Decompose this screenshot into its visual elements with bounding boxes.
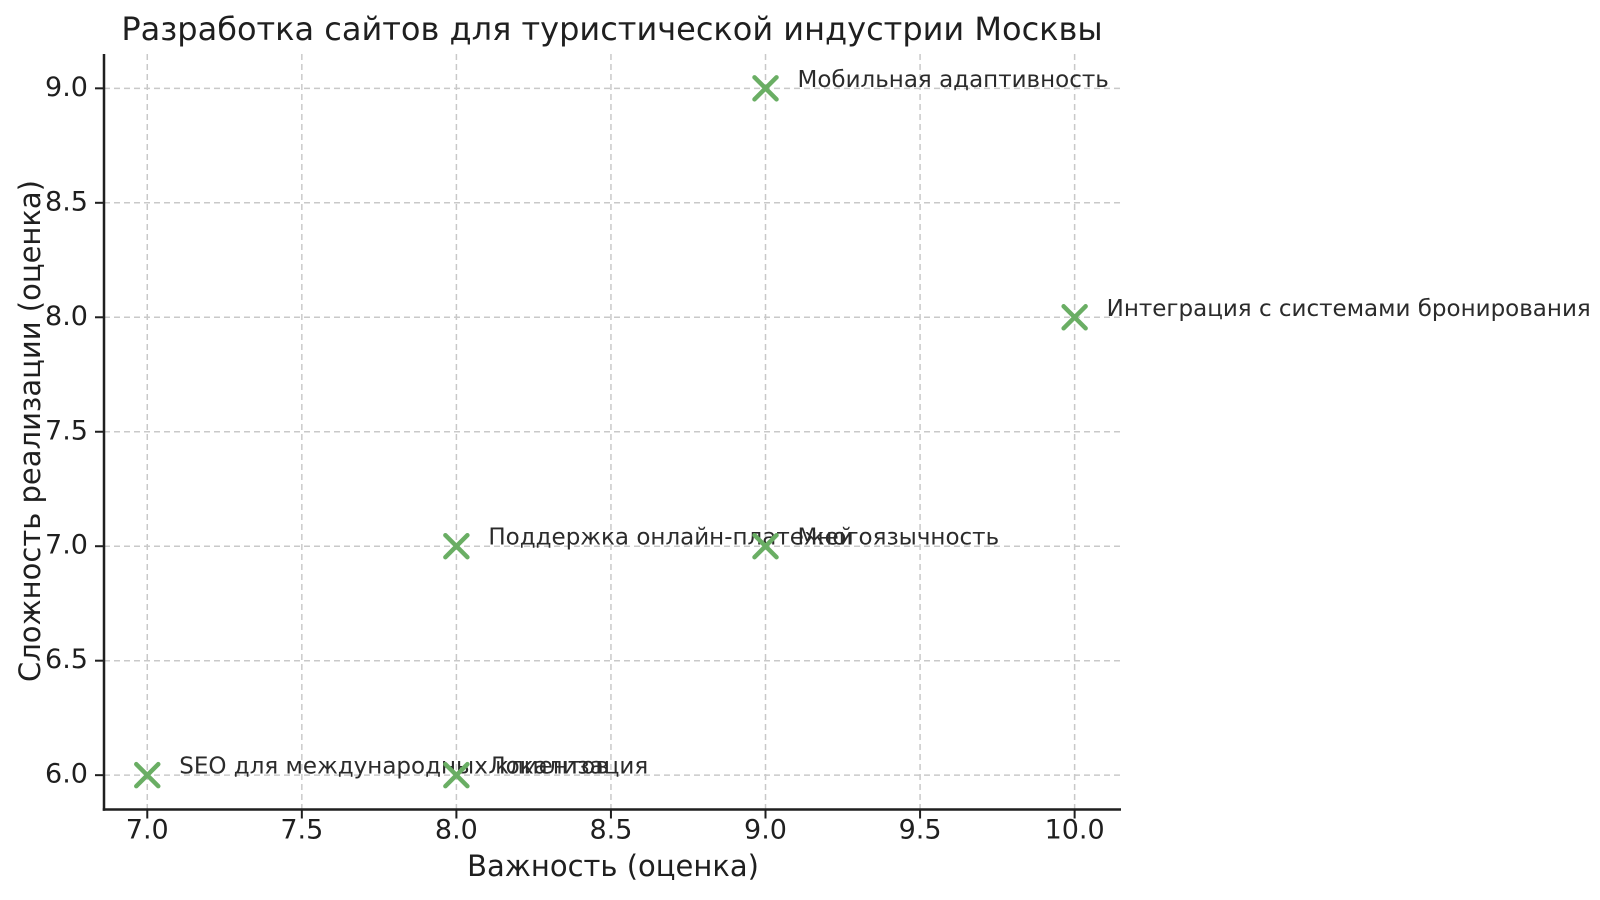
data-point-marker	[443, 532, 470, 560]
y-axis-label: Сложность реализации (оценка)	[13, 180, 47, 682]
data-point-marker	[443, 761, 470, 789]
y-tick-label: 7.5	[45, 415, 88, 446]
data-point-label: Интеграция с системами бронирования	[1107, 296, 1591, 322]
y-tick-label: 6.5	[45, 644, 88, 675]
x-axis-label: Важность (оценка)	[467, 849, 759, 883]
y-tick-label: 7.0	[45, 530, 88, 561]
data-point-label: Локализация	[488, 754, 648, 780]
x-tick-label: 10.0	[1045, 815, 1105, 846]
data-point-label: Мобильная адаптивность	[798, 67, 1109, 93]
x-tick-label: 8.0	[435, 815, 478, 846]
data-point-marker	[752, 75, 779, 102]
chart-title: Разработка сайтов для туристической инду…	[121, 10, 1103, 48]
x-tick-label: 7.5	[280, 815, 323, 846]
data-point-label: SEO для международных клиентов	[179, 754, 609, 780]
x-tick-label: 9.5	[899, 815, 942, 846]
y-tick-label: 6.0	[45, 759, 88, 790]
x-tick-label: 9.0	[744, 815, 787, 846]
x-tick-label: 8.5	[589, 815, 632, 846]
data-point-marker	[1061, 304, 1088, 331]
y-tick-label: 8.5	[45, 186, 88, 217]
data-point-marker	[752, 532, 779, 560]
x-tick-label: 7.0	[126, 815, 169, 846]
y-tick-label: 8.0	[45, 301, 88, 332]
data-point-marker	[134, 761, 161, 789]
y-tick-label: 9.0	[45, 72, 88, 103]
data-point-label: Многоязычность	[798, 525, 1000, 551]
data-point-label: Поддержка онлайн-платежей	[488, 525, 853, 551]
